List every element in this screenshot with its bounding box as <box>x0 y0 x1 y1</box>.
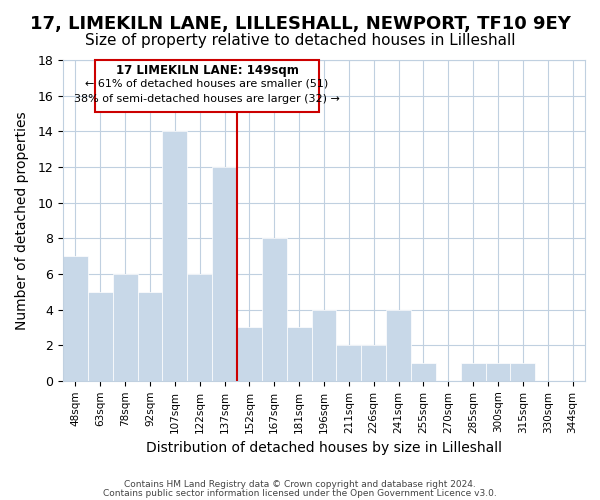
Bar <box>187 274 212 381</box>
Text: ← 61% of detached houses are smaller (51): ← 61% of detached houses are smaller (51… <box>85 78 329 88</box>
Text: 17, LIMEKILN LANE, LILLESHALL, NEWPORT, TF10 9EY: 17, LIMEKILN LANE, LILLESHALL, NEWPORT, … <box>29 15 571 33</box>
Bar <box>386 310 411 381</box>
Bar <box>237 328 262 381</box>
Bar <box>113 274 137 381</box>
Bar <box>163 132 187 381</box>
Bar <box>88 292 113 381</box>
Text: Contains HM Land Registry data © Crown copyright and database right 2024.: Contains HM Land Registry data © Crown c… <box>124 480 476 489</box>
Bar <box>511 363 535 381</box>
FancyBboxPatch shape <box>95 60 319 112</box>
Bar <box>337 345 361 381</box>
Bar <box>311 310 337 381</box>
Bar <box>411 363 436 381</box>
Bar <box>137 292 163 381</box>
X-axis label: Distribution of detached houses by size in Lilleshall: Distribution of detached houses by size … <box>146 441 502 455</box>
Text: 17 LIMEKILN LANE: 149sqm: 17 LIMEKILN LANE: 149sqm <box>116 64 299 76</box>
Bar <box>287 328 311 381</box>
Text: Size of property relative to detached houses in Lilleshall: Size of property relative to detached ho… <box>85 32 515 48</box>
Text: 38% of semi-detached houses are larger (32) →: 38% of semi-detached houses are larger (… <box>74 94 340 104</box>
Bar <box>485 363 511 381</box>
Bar <box>262 238 287 381</box>
Bar <box>461 363 485 381</box>
Bar <box>212 167 237 381</box>
Y-axis label: Number of detached properties: Number of detached properties <box>15 111 29 330</box>
Bar <box>63 256 88 381</box>
Bar <box>361 345 386 381</box>
Text: Contains public sector information licensed under the Open Government Licence v3: Contains public sector information licen… <box>103 488 497 498</box>
